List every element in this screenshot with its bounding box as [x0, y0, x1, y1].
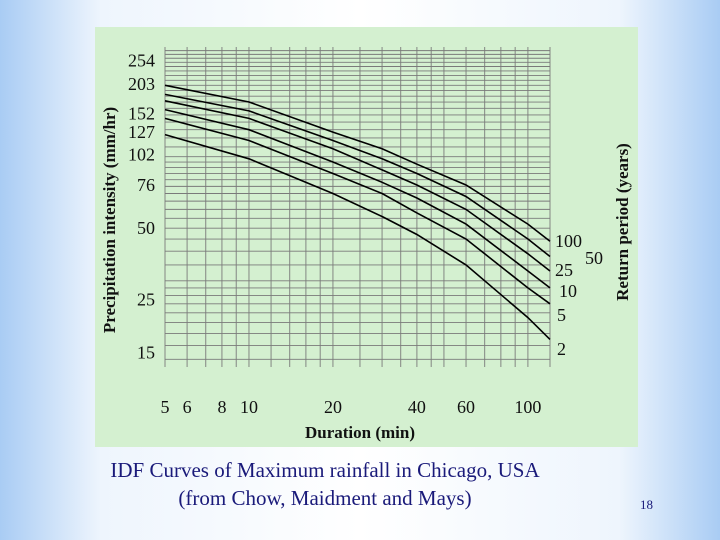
caption-source: (from Chow, Maidment and Mays): [178, 486, 472, 510]
y-tick-label: 152: [128, 104, 155, 124]
x-tick-label: 10: [240, 397, 258, 417]
series-label-5: 5: [557, 305, 566, 325]
series-label-10: 10: [559, 281, 577, 301]
x-tick-label: 6: [183, 397, 192, 417]
y-axis-label: Precipitation intensity (mm/hr): [100, 107, 119, 333]
x-tick-label: 100: [514, 397, 541, 417]
grid: [164, 47, 551, 367]
series-label-2: 2: [557, 339, 566, 359]
y-tick-label: 76: [137, 175, 155, 195]
x-axis-label: Duration (min): [305, 423, 415, 442]
y-tick-label: 127: [128, 122, 155, 142]
series-line-100: [164, 84, 551, 242]
series-line-2: [164, 133, 551, 340]
y-tick-label: 50: [137, 218, 155, 238]
slide-number: 18: [640, 497, 653, 512]
y-tick-label: 25: [137, 290, 155, 310]
return-period-label: Return period (years): [613, 143, 632, 301]
x-tick-label: 60: [457, 397, 475, 417]
series-lines: [164, 84, 551, 340]
y-tick-label: 102: [128, 145, 155, 165]
series-line-25: [164, 100, 551, 272]
chart-panel: 15 25 50 76 102 127 152 203 254 5 6 8 10 20 40 60 100 1…: [95, 27, 638, 447]
caption-title: IDF Curves of Maximum rainfall in Chicag…: [110, 458, 540, 482]
x-tick-labels: 5 6 8 10 20 40 60 100: [161, 397, 542, 417]
x-tick-label: 40: [408, 397, 426, 417]
series-line-5: [164, 117, 551, 305]
x-tick-label: 20: [324, 397, 342, 417]
series-label-25: 25: [555, 260, 573, 280]
y-tick-label: 15: [137, 342, 155, 362]
y-tick-label: 254: [128, 51, 155, 71]
x-tick-label: 8: [217, 397, 226, 417]
series-line-50: [164, 93, 551, 258]
y-tick-label: 203: [128, 74, 155, 94]
series-label-100: 100: [555, 231, 582, 251]
x-tick-label: 5: [161, 397, 170, 417]
series-line-10: [164, 108, 551, 289]
series-label-50: 50: [585, 248, 603, 268]
